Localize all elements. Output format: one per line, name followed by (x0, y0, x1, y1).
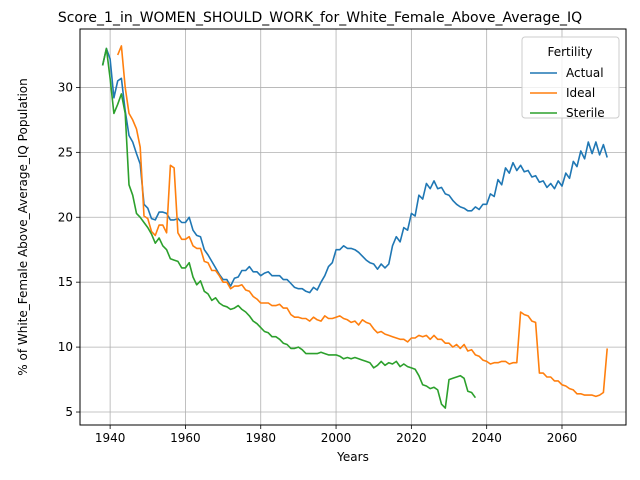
y-tick-label: 30 (58, 80, 73, 94)
x-tick-label: 1980 (245, 431, 276, 445)
legend-title: Fertility (547, 45, 592, 59)
x-tick-label: 1940 (95, 431, 126, 445)
x-tick-label: 2020 (396, 431, 427, 445)
grid-lines (80, 29, 626, 425)
x-axis-ticks: 1940 1960 1980 2000 2020 2040 2060 (95, 425, 577, 445)
y-tick-label: 15 (58, 275, 73, 289)
legend-label-actual: Actual (566, 66, 604, 80)
x-tick-label: 1960 (170, 431, 201, 445)
x-tick-label: 2000 (321, 431, 352, 445)
x-tick-label: 2040 (471, 431, 502, 445)
legend-box (521, 36, 620, 119)
chart-title: Score_1_in_WOMEN_SHOULD_WORK_for_White_F… (58, 10, 582, 26)
plot-area-frame (79, 28, 627, 426)
legend-items: Actual Ideal Sterile (530, 66, 605, 120)
series-line-actual (101, 47, 608, 294)
series-line-sterile (101, 47, 477, 409)
y-tick-label: 20 (58, 210, 73, 224)
y-tick-label: 10 (58, 340, 73, 354)
y-tick-label: 25 (58, 145, 73, 159)
legend-label-ideal: Ideal (566, 86, 595, 100)
y-tick-label: 5 (65, 405, 73, 419)
x-tick-label: 2060 (547, 431, 578, 445)
y-axis-ticks: 5 10 15 20 25 30 (58, 80, 80, 419)
legend-label-sterile: Sterile (566, 106, 605, 120)
legend: Fertility Actual Ideal Sterile (521, 36, 620, 120)
x-axis-label: Years (336, 450, 369, 464)
series-lines (101, 45, 608, 409)
series-line-ideal (116, 45, 608, 398)
y-axis-label: % of White_Female Above_Average_IQ Popul… (16, 78, 30, 375)
